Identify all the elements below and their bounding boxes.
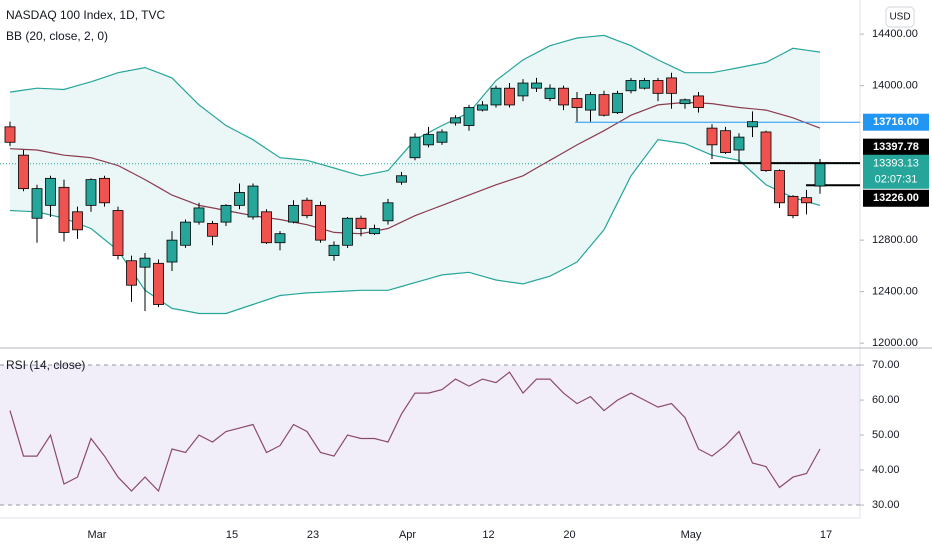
- y-tick-label: 14400.00: [872, 28, 918, 40]
- candle-body: [612, 92, 623, 114]
- x-tick-label: 20: [563, 529, 575, 541]
- candle-body: [463, 107, 475, 126]
- y-tick-label: 14000.00: [872, 80, 918, 92]
- candle-body: [288, 204, 299, 223]
- x-tick-label: Mar: [88, 529, 107, 541]
- candle-body: [180, 221, 191, 246]
- candle-body: [193, 207, 205, 223]
- candle-body: [760, 131, 772, 172]
- candle-body: [720, 130, 731, 153]
- candle-body: [598, 94, 610, 116]
- candle-body: [166, 239, 178, 263]
- price-label-box: [863, 138, 929, 156]
- candle-body: [139, 257, 151, 268]
- rsi-pane: [0, 364, 860, 506]
- candle-body: [531, 82, 542, 89]
- rsi-tick-label: 70.00: [872, 359, 900, 371]
- axes: 14400.00 14000.00 12800.00 12400.00 12000.00…: [88, 28, 929, 541]
- candle-body: [126, 260, 137, 286]
- candle-body: [733, 136, 745, 151]
- candle-body: [247, 185, 259, 218]
- candle-body: [234, 192, 245, 206]
- price-label: 13397.78: [873, 141, 919, 153]
- candle-body: [774, 170, 785, 204]
- candle-body: [99, 177, 110, 204]
- rsi-label: RSI (14, close): [6, 358, 85, 372]
- candle-body: [58, 186, 70, 233]
- candle-body: [45, 177, 56, 206]
- candle-body: [814, 163, 826, 187]
- rsi-tick-label: 30.00: [872, 499, 900, 511]
- rsi-band: [0, 365, 860, 506]
- candle-body: [72, 211, 83, 231]
- last-price-box: [863, 154, 929, 189]
- candle-body: [382, 202, 394, 222]
- candle-body: [477, 104, 488, 111]
- candle-body: [274, 233, 286, 244]
- candle-body: [679, 99, 691, 105]
- candle-body: [652, 80, 664, 94]
- candle-body: [450, 117, 461, 124]
- x-tick-label: May: [681, 529, 702, 541]
- candle-body: [747, 121, 758, 128]
- candle-body: [153, 262, 164, 305]
- candle-body: [571, 98, 583, 108]
- candle-body: [396, 175, 407, 183]
- price-label-box: [863, 189, 929, 207]
- candle-body: [301, 199, 313, 217]
- chart-title: NASDAQ 100 Index, 1D, TVC: [6, 8, 166, 22]
- x-tick-label: Apr: [399, 529, 416, 541]
- price-label: 13716.00: [873, 116, 919, 128]
- x-tick-label: 17: [820, 529, 832, 541]
- candle-body: [693, 95, 704, 108]
- rsi-tick-label: 40.00: [872, 464, 900, 476]
- candle-body: [490, 87, 502, 106]
- candle-body: [517, 82, 529, 97]
- candle-body: [207, 222, 218, 237]
- y-tick-label: 12800.00: [872, 234, 918, 246]
- candle-body: [558, 87, 569, 106]
- candle-body: [342, 217, 353, 246]
- candle-body: [4, 126, 16, 143]
- y-tick-label: 12400.00: [872, 286, 918, 298]
- last-price-label: 13393.13: [873, 158, 919, 170]
- x-tick-label: 15: [226, 529, 238, 541]
- x-tick-label: 23: [307, 529, 319, 541]
- candle-body: [261, 211, 272, 244]
- price-label-box: [863, 113, 929, 131]
- candle-body: [85, 179, 97, 206]
- candle-body: [706, 127, 718, 146]
- candle-body: [409, 136, 421, 159]
- candle-body: [504, 87, 515, 106]
- candle-body: [625, 80, 637, 92]
- candle-body: [544, 87, 556, 99]
- candle-body: [31, 188, 43, 219]
- candle-body: [369, 228, 380, 235]
- rsi-line: [9, 371, 821, 493]
- candle-body: [666, 77, 677, 94]
- rsi-tick-label: 60.00: [872, 394, 900, 406]
- currency-box[interactable]: [885, 6, 915, 28]
- currency[interactable]: USD: [889, 12, 910, 23]
- y-tick-label: 12000.00: [872, 337, 918, 349]
- candle-body: [355, 217, 367, 229]
- candle-body: [639, 80, 650, 89]
- candle-body: [787, 195, 799, 217]
- candle-body: [423, 134, 434, 146]
- candle-body: [801, 197, 812, 204]
- candle-body: [315, 204, 326, 241]
- candle-body: [585, 94, 596, 111]
- price-label: 13226.00: [873, 192, 919, 204]
- candle-body: [112, 210, 124, 256]
- x-tick-label: 12: [482, 529, 494, 541]
- candle-body: [220, 204, 232, 223]
- price-pane: [0, 34, 860, 315]
- candle-body: [436, 131, 448, 143]
- candle-body: [18, 154, 29, 190]
- rsi-tick-label: 50.00: [872, 429, 900, 441]
- candle-body: [328, 244, 340, 256]
- countdown: 02:07:31: [875, 174, 918, 186]
- indicator-label: BB (20, close, 2, 0): [6, 29, 108, 43]
